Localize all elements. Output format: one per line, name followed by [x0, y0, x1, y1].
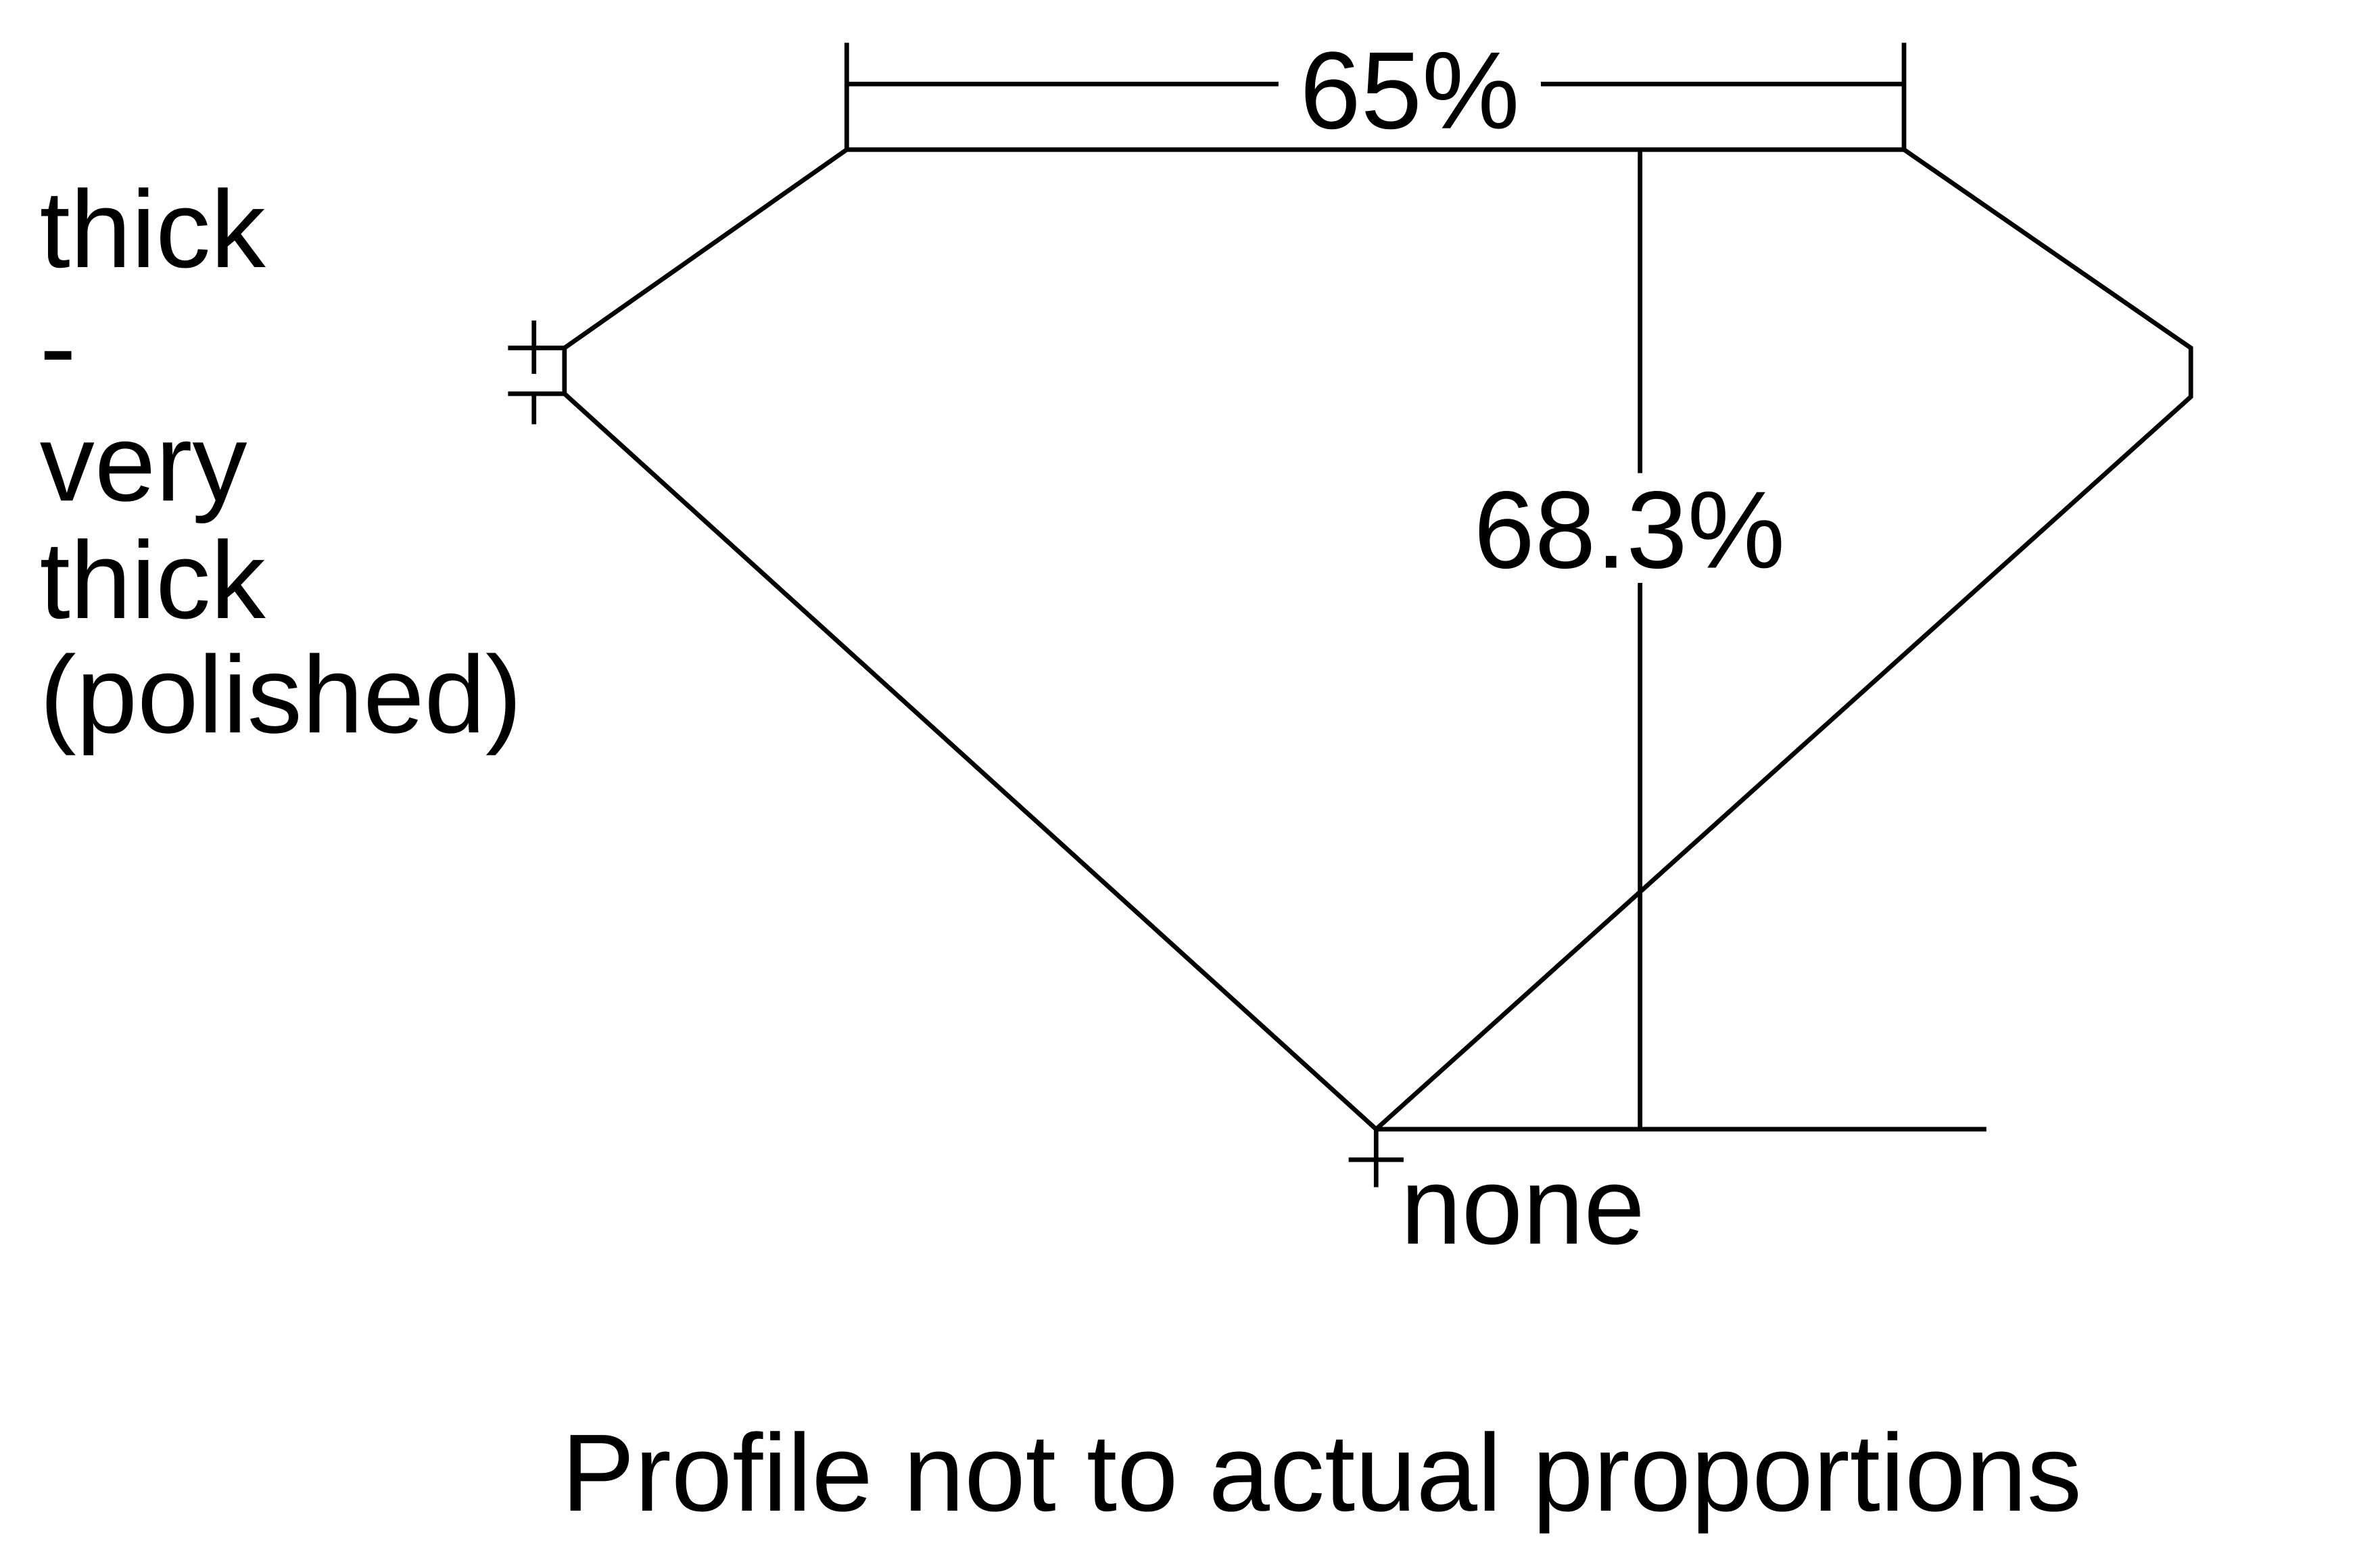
total-depth-dimension: 68.3%: [1376, 149, 1986, 1132]
table-width-dimension: 65%: [844, 30, 1907, 152]
footnote: Profile not to actual proportions: [561, 1412, 2082, 1534]
culet-label: none: [1400, 1145, 1644, 1267]
girdle-marker: [508, 320, 565, 425]
table-width-label: 65%: [1300, 30, 1519, 152]
girdle-label-line: (polished): [40, 634, 522, 756]
girdle-label-line: very: [40, 402, 247, 524]
total-depth-label: 68.3%: [1474, 469, 1786, 591]
girdle-label-line: thick: [40, 519, 266, 642]
girdle-label: thick - very thick (polished): [40, 168, 522, 756]
diamond-outline: [562, 147, 2193, 1131]
girdle-label-line: thick: [40, 168, 266, 291]
culet-marker: [1348, 1129, 1404, 1187]
girdle-label-line: -: [40, 286, 76, 408]
